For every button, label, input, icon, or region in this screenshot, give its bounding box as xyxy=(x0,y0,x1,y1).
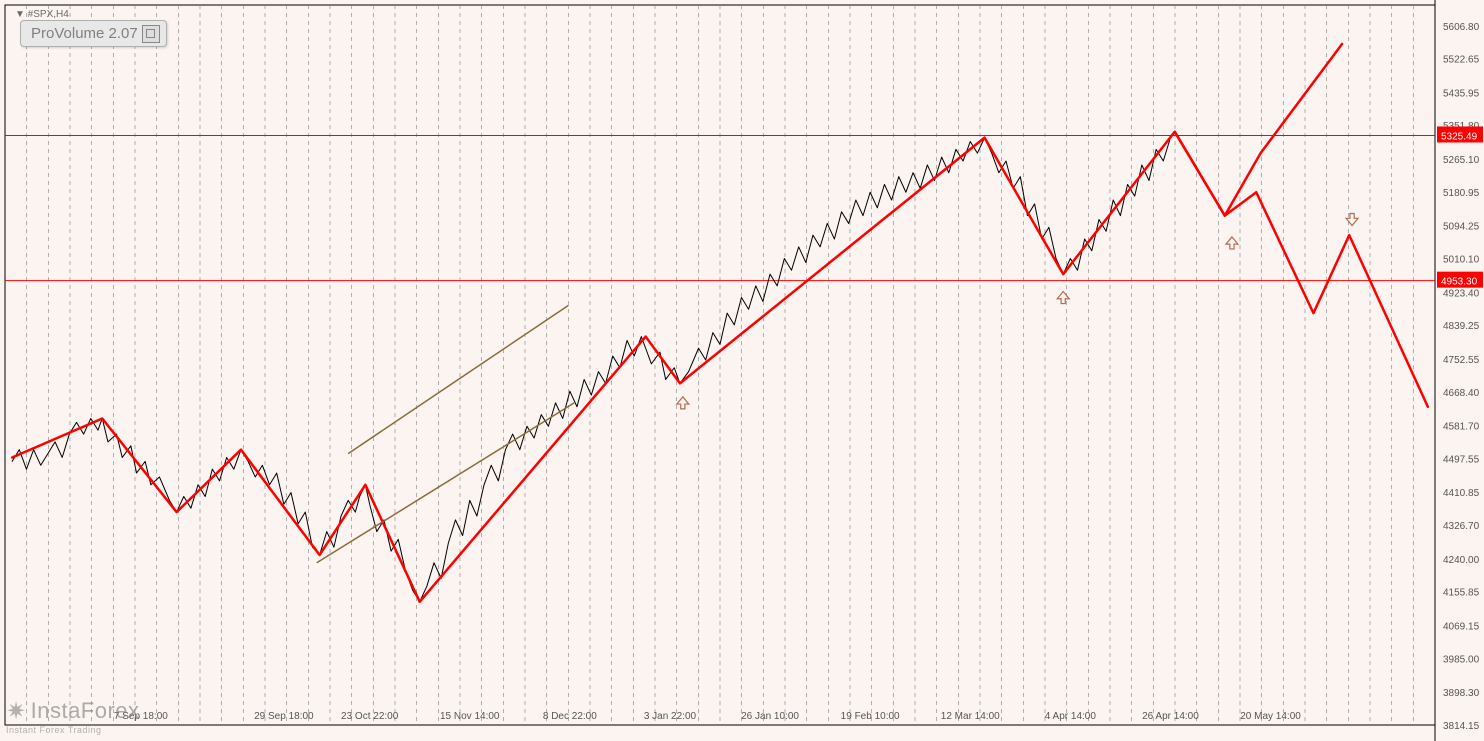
svg-text:3 Jan 22:00: 3 Jan 22:00 xyxy=(644,711,697,722)
svg-text:4953.30: 4953.30 xyxy=(1441,277,1478,288)
svg-text:12 Mar 14:00: 12 Mar 14:00 xyxy=(941,711,1000,722)
svg-text:15 Nov 14:00: 15 Nov 14:00 xyxy=(440,711,500,722)
svg-text:4 Apr 14:00: 4 Apr 14:00 xyxy=(1045,711,1097,722)
svg-text:3814.15: 3814.15 xyxy=(1443,721,1480,732)
panel-label: ProVolume 2.07 xyxy=(31,25,138,42)
svg-text:5325.49: 5325.49 xyxy=(1441,131,1478,142)
svg-text:23 Oct 22:00: 23 Oct 22:00 xyxy=(341,711,399,722)
svg-text:5180.95: 5180.95 xyxy=(1443,188,1480,199)
svg-text:5010.10: 5010.10 xyxy=(1443,255,1480,266)
svg-text:4155.85: 4155.85 xyxy=(1443,588,1480,599)
restore-window-icon[interactable] xyxy=(142,25,160,43)
svg-text:4923.40: 4923.40 xyxy=(1443,288,1480,299)
chart-stage[interactable]: 3814.15 3898.30 3985.00 4069.15 4155.85 4240.… xyxy=(0,0,1484,741)
svg-text:19 Feb 10:00: 19 Feb 10:00 xyxy=(841,711,900,722)
svg-text:5265.10: 5265.10 xyxy=(1443,155,1480,166)
svg-text:5522.65: 5522.65 xyxy=(1443,55,1480,66)
brand-sub: Instant Forex Trading xyxy=(6,726,140,735)
brand-watermark: ✷InstaForex Instant Forex Trading xyxy=(6,700,140,735)
panel-button-provolume[interactable]: ProVolume 2.07 xyxy=(20,20,167,47)
star-icon: ✷ xyxy=(6,700,27,724)
svg-text:4497.55: 4497.55 xyxy=(1443,454,1480,465)
svg-text:4410.85: 4410.85 xyxy=(1443,488,1480,499)
svg-text:4069.15: 4069.15 xyxy=(1443,622,1480,633)
chart-svg: 3814.15 3898.30 3985.00 4069.15 4155.85 4240.… xyxy=(0,0,1484,741)
svg-text:5435.95: 5435.95 xyxy=(1443,88,1480,99)
svg-text:20 May 14:00: 20 May 14:00 xyxy=(1240,711,1301,722)
svg-text:5606.80: 5606.80 xyxy=(1443,22,1480,33)
svg-text:3898.30: 3898.30 xyxy=(1443,688,1480,699)
svg-text:29 Sep 18:00: 29 Sep 18:00 xyxy=(254,711,314,722)
svg-text:4839.25: 4839.25 xyxy=(1443,321,1480,332)
svg-text:5094.25: 5094.25 xyxy=(1443,222,1480,233)
svg-text:3985.00: 3985.00 xyxy=(1443,654,1480,665)
svg-text:4752.55: 4752.55 xyxy=(1443,355,1480,366)
svg-text:▼ #SPX,H4: ▼ #SPX,H4 xyxy=(15,9,69,20)
svg-text:4240.00: 4240.00 xyxy=(1443,555,1480,566)
svg-text:26 Apr 14:00: 26 Apr 14:00 xyxy=(1142,711,1199,722)
svg-text:26 Jan 10:00: 26 Jan 10:00 xyxy=(741,711,799,722)
svg-text:4326.70: 4326.70 xyxy=(1443,521,1480,532)
svg-text:8 Dec 22:00: 8 Dec 22:00 xyxy=(543,711,597,722)
brand-text: InstaForex xyxy=(31,698,140,723)
svg-text:4668.40: 4668.40 xyxy=(1443,388,1480,399)
svg-text:4581.70: 4581.70 xyxy=(1443,422,1480,433)
